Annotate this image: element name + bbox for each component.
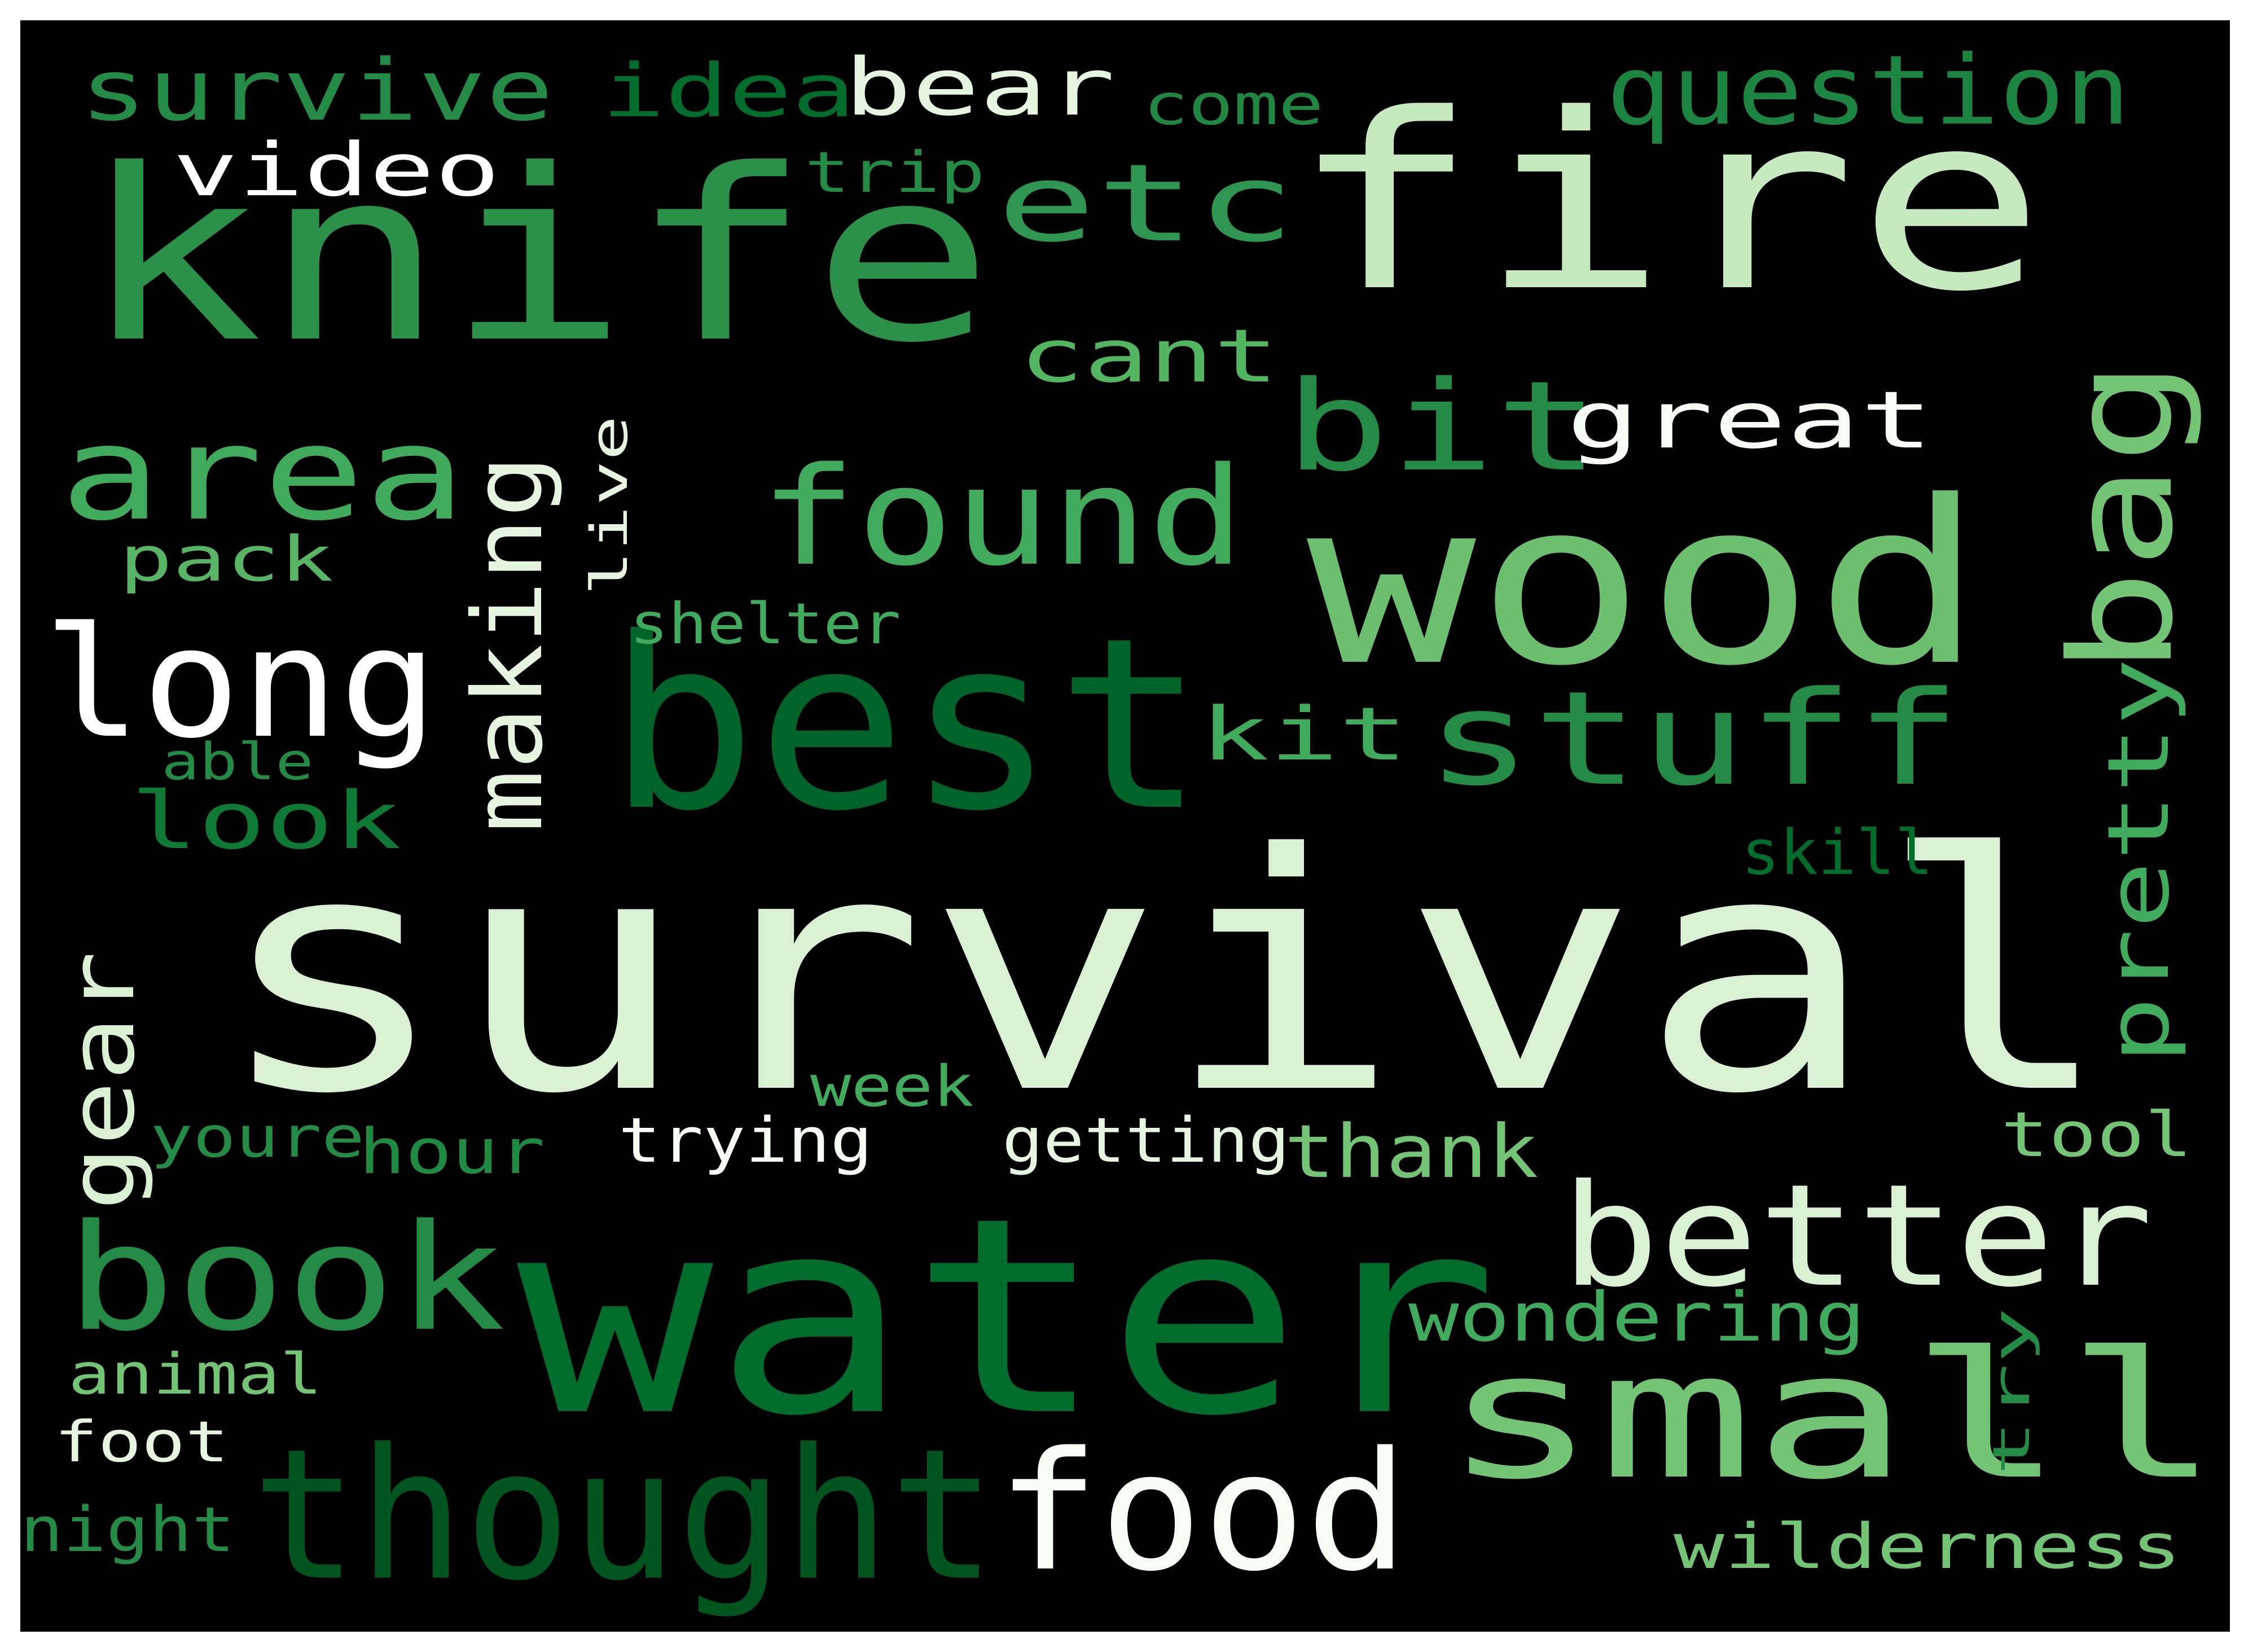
word-able: able [161,732,314,792]
word-cant: cant [1019,313,1279,399]
word-tool: tool [2001,1099,2193,1171]
word-gear: gear [49,951,155,1211]
word-bag: bag [2040,359,2204,675]
word-survive: survive [80,42,554,140]
word-question: question [1606,35,2131,147]
word-getting: getting [1002,1104,1290,1176]
word-food: food [996,1417,1409,1607]
word-stuff: stuff [1425,664,1962,815]
word-etc: etc [996,141,1296,266]
word-bear: bear [844,42,1116,134]
word-kit: kit [1200,691,1408,777]
word-animal: animal [68,1341,323,1407]
word-small: small [1442,1315,2221,1518]
word-wood: wood [1307,453,1984,715]
word-youre: youre [150,1104,365,1170]
word-come: come [1143,72,1324,138]
word-fire: fire [1290,63,2046,345]
word-wondering: wondering [1408,1278,1866,1357]
word-survival: survival [213,784,2115,1165]
word-better: better [1561,1154,2154,1318]
word-foot: foot [54,1409,229,1475]
word-idea: idea [601,48,856,134]
word-shelter: shelter [630,591,901,657]
word-live: live [580,415,639,596]
word-hour: hour [359,1115,545,1188]
word-week: week [810,1053,974,1119]
word-book: book [65,1193,506,1364]
word-night: night [20,1493,235,1566]
word-trip: trip [805,139,985,205]
word-thought: thought [252,1411,996,1620]
word-look: look [130,775,402,867]
word-making: making [453,454,564,833]
word-long: long [43,594,438,772]
word-great: great [1566,375,1934,467]
word-water: water [517,1160,1499,1475]
word-bit: bit [1284,354,1601,499]
word-pack: pack [119,523,333,595]
word-video: video [173,127,500,213]
word-cloud: survival water knife fire wood best smal… [20,20,2230,1632]
word-best: best [607,587,1206,863]
word-skill: skill [1741,816,1934,889]
word-trying: trying [618,1104,873,1176]
word-area: area [60,399,466,550]
word-found: found [759,438,1245,596]
word-pretty: pretty [2090,658,2188,1064]
word-wilderness: wilderness [1674,1510,2182,1583]
word-try: try [1982,1307,2041,1476]
word-knife: knife [80,119,995,395]
word-thank: thank [1284,1109,1539,1194]
